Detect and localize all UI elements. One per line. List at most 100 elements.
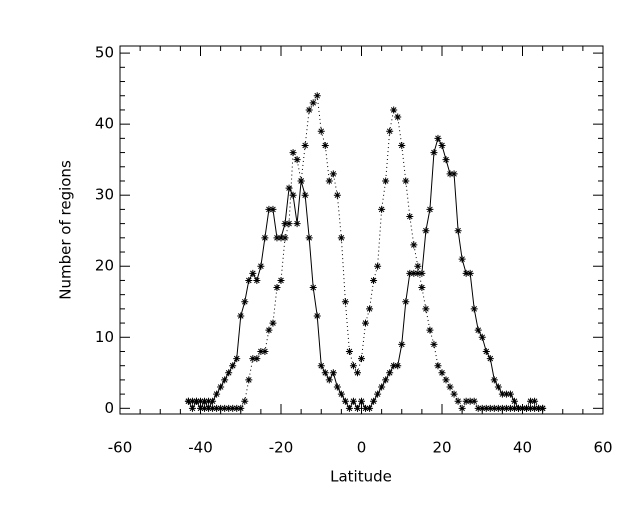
asterisk-marker [498, 390, 506, 398]
asterisk-marker [337, 234, 345, 242]
series-line [187, 137, 543, 410]
asterisk-marker [498, 404, 506, 412]
asterisk-marker [438, 141, 446, 149]
asterisk-marker [490, 376, 498, 384]
asterisk-marker [217, 383, 225, 391]
asterisk-marker [293, 220, 301, 228]
asterisk-marker [462, 269, 470, 277]
asterisk-marker [502, 390, 510, 398]
asterisk-marker [490, 404, 498, 412]
asterisk-marker [237, 404, 245, 412]
asterisk-marker [531, 404, 539, 412]
asterisk-marker [527, 404, 535, 412]
asterisk-marker [362, 404, 370, 412]
asterisk-marker [313, 92, 321, 100]
asterisk-marker [349, 397, 357, 405]
asterisk-marker [523, 404, 531, 412]
asterisk-marker [249, 269, 257, 277]
asterisk-marker [366, 404, 374, 412]
asterisk-marker [257, 262, 265, 270]
asterisk-marker [241, 298, 249, 306]
asterisk-marker [519, 404, 526, 412]
asterisk-marker [378, 383, 386, 391]
asterisk-marker [253, 355, 261, 363]
asterisk-marker [446, 383, 454, 391]
asterisk-marker [309, 284, 317, 292]
asterisk-marker [466, 397, 474, 405]
asterisk-marker [486, 404, 494, 412]
asterisk-marker [305, 106, 313, 114]
asterisk-marker [333, 191, 341, 199]
asterisk-marker [358, 397, 365, 405]
asterisk-marker [261, 234, 269, 242]
asterisk-marker [345, 347, 353, 355]
asterisk-marker [269, 319, 277, 327]
asterisk-marker [301, 191, 309, 199]
asterisk-marker [450, 390, 458, 398]
x-tick-label: 20 [432, 439, 451, 457]
asterisk-marker [434, 362, 442, 370]
asterisk-marker [277, 276, 285, 284]
y-tick-label: 10 [95, 328, 114, 346]
asterisk-marker [434, 134, 442, 142]
y-tick-label: 20 [95, 257, 114, 275]
asterisk-marker [329, 170, 337, 178]
asterisk-marker [209, 397, 217, 405]
asterisk-marker [414, 262, 422, 270]
asterisk-marker [285, 220, 293, 228]
y-tick-label: 30 [95, 186, 114, 204]
asterisk-marker [382, 177, 390, 185]
asterisk-marker [426, 326, 434, 334]
asterisk-marker [241, 397, 249, 405]
asterisk-marker [217, 404, 225, 412]
asterisk-marker [430, 340, 438, 348]
asterisk-marker [422, 227, 430, 235]
asterisk-marker [402, 177, 410, 185]
y-tick-label: 50 [95, 44, 114, 62]
asterisk-marker [197, 397, 204, 405]
asterisk-marker [321, 141, 329, 149]
asterisk-marker [221, 376, 229, 384]
asterisk-marker [265, 326, 273, 334]
asterisk-marker [510, 397, 518, 405]
asterisk-marker [253, 276, 261, 284]
asterisk-marker [506, 390, 514, 398]
asterisk-marker [353, 369, 361, 377]
asterisk-marker [478, 333, 486, 341]
asterisk-marker [201, 397, 209, 405]
asterisk-marker [535, 404, 543, 412]
asterisk-marker [470, 305, 478, 313]
asterisk-marker [482, 347, 490, 355]
asterisk-marker [184, 397, 192, 405]
asterisk-marker [225, 404, 233, 412]
asterisk-marker [192, 397, 200, 405]
asterisk-marker [345, 404, 353, 412]
asterisk-marker [370, 397, 378, 405]
asterisk-marker [486, 355, 494, 363]
asterisk-marker [422, 305, 430, 313]
asterisk-marker [301, 141, 309, 149]
y-tick-label: 0 [104, 399, 114, 417]
asterisk-marker [378, 205, 386, 213]
asterisk-marker [482, 404, 490, 412]
asterisk-marker [418, 269, 426, 277]
asterisk-marker [402, 298, 410, 306]
x-tick-label: 60 [593, 439, 612, 457]
asterisk-marker [418, 284, 426, 292]
asterisk-marker [502, 404, 510, 412]
asterisk-marker [309, 99, 317, 107]
asterisk-marker [406, 269, 414, 277]
asterisk-marker [442, 156, 450, 164]
asterisk-marker [438, 369, 446, 377]
asterisk-marker [273, 234, 281, 242]
asterisk-marker [398, 340, 406, 348]
asterisk-marker [329, 369, 337, 377]
asterisk-marker [458, 404, 466, 412]
asterisk-marker [386, 127, 394, 135]
asterisk-marker [353, 404, 361, 412]
series-line [188, 94, 543, 410]
asterisk-marker [205, 404, 213, 412]
asterisk-marker [390, 362, 398, 370]
asterisk-marker [225, 369, 233, 377]
asterisk-marker [527, 397, 535, 405]
